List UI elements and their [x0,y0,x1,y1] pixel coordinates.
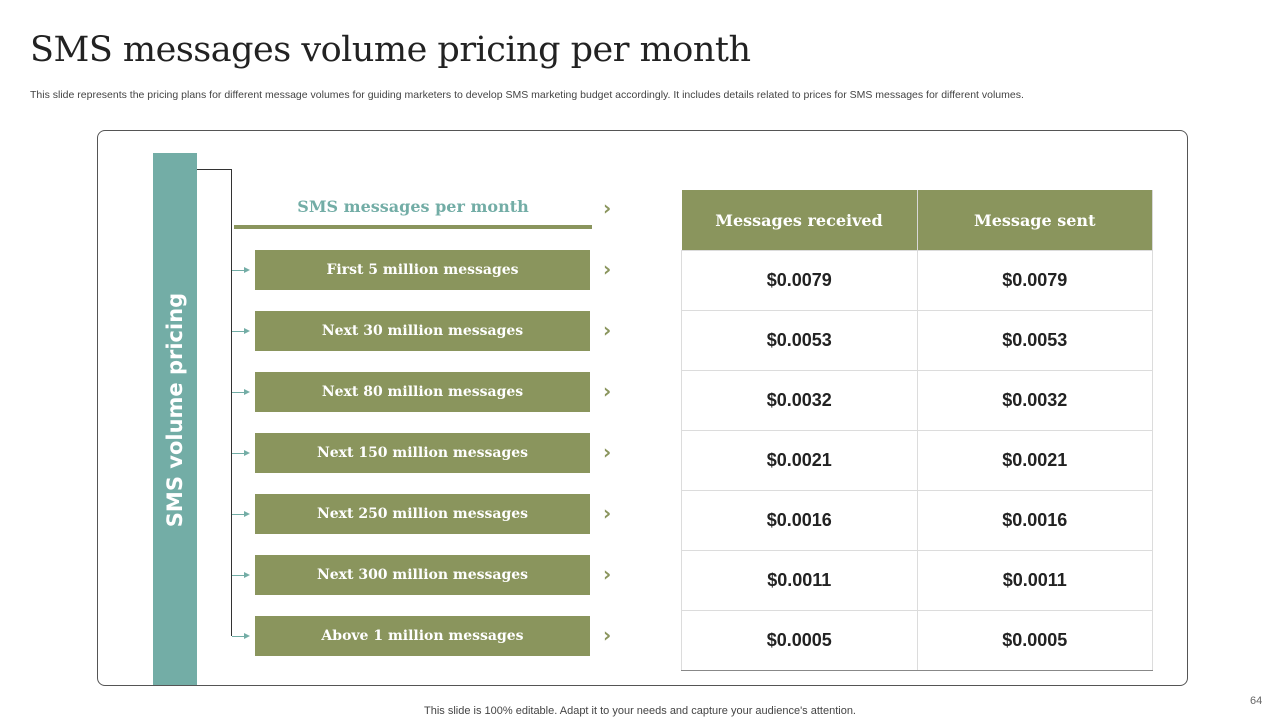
connector-line [197,169,232,170]
messages-received-cell: $0.0032 [681,370,918,431]
table-row: $0.0005 $0.0005 [681,610,1153,671]
arrow-right-icon [232,267,250,273]
message-sent-cell: $0.0021 [916,430,1153,491]
chevron-right-icon: › [603,379,612,403]
arrow-right-icon [232,633,250,639]
message-sent-cell: $0.0079 [916,250,1153,311]
tier-box: Next 150 million messages [255,433,590,473]
tiers-header: SMS messages per month [297,197,529,216]
tier-box: Next 80 million messages [255,372,590,412]
table-row: $0.0053 $0.0053 [681,310,1153,371]
messages-received-cell: $0.0016 [681,490,918,551]
tier-box: Next 30 million messages [255,311,590,351]
messages-received-cell: $0.0053 [681,310,918,371]
messages-received-cell: $0.0005 [681,610,918,671]
header-underline [234,225,592,229]
page-title: SMS messages volume pricing per month [30,30,751,70]
chevron-right-icon: › [603,440,612,464]
message-sent-cell: $0.0032 [916,370,1153,431]
message-sent-cell: $0.0005 [916,610,1153,671]
table-row: $0.0016 $0.0016 [681,490,1153,551]
tier-box: Next 300 million messages [255,555,590,595]
pricing-table: Messages received Message sent $0.0079 $… [681,190,1153,671]
page-number: 64 [1250,695,1263,707]
arrow-right-icon [232,389,250,395]
arrow-right-icon [232,511,250,517]
chevron-right-icon: › [603,257,612,281]
chevron-right-icon: › [603,501,612,525]
tier-box: Above 1 million messages [255,616,590,656]
message-sent-cell: $0.0053 [916,310,1153,371]
tier-box: First 5 million messages [255,250,590,290]
arrow-right-icon [232,450,250,456]
chevron-right-icon: › [603,623,612,647]
footer-note: This slide is 100% editable. Adapt it to… [424,705,856,717]
arrow-right-icon [232,328,250,334]
content-frame [97,130,1188,686]
messages-received-cell: $0.0011 [681,550,918,611]
chevron-right-icon: › [603,196,612,220]
chevron-right-icon: › [603,318,612,342]
message-sent-cell: $0.0011 [916,550,1153,611]
column-header: Messages received [681,190,918,251]
table-row: $0.0021 $0.0021 [681,430,1153,491]
connector-line [231,169,232,636]
page-subtitle: This slide represents the pricing plans … [30,89,1024,101]
side-label: SMS volume pricing [163,292,187,528]
messages-received-cell: $0.0021 [681,430,918,491]
table-row: $0.0079 $0.0079 [681,250,1153,311]
message-sent-cell: $0.0016 [916,490,1153,551]
table-row: $0.0011 $0.0011 [681,550,1153,611]
tier-box: Next 250 million messages [255,494,590,534]
column-header: Message sent [917,190,1153,251]
side-bar [153,153,197,685]
messages-received-cell: $0.0079 [681,250,918,311]
chevron-right-icon: › [603,562,612,586]
table-row: $0.0032 $0.0032 [681,370,1153,431]
arrow-right-icon [232,572,250,578]
